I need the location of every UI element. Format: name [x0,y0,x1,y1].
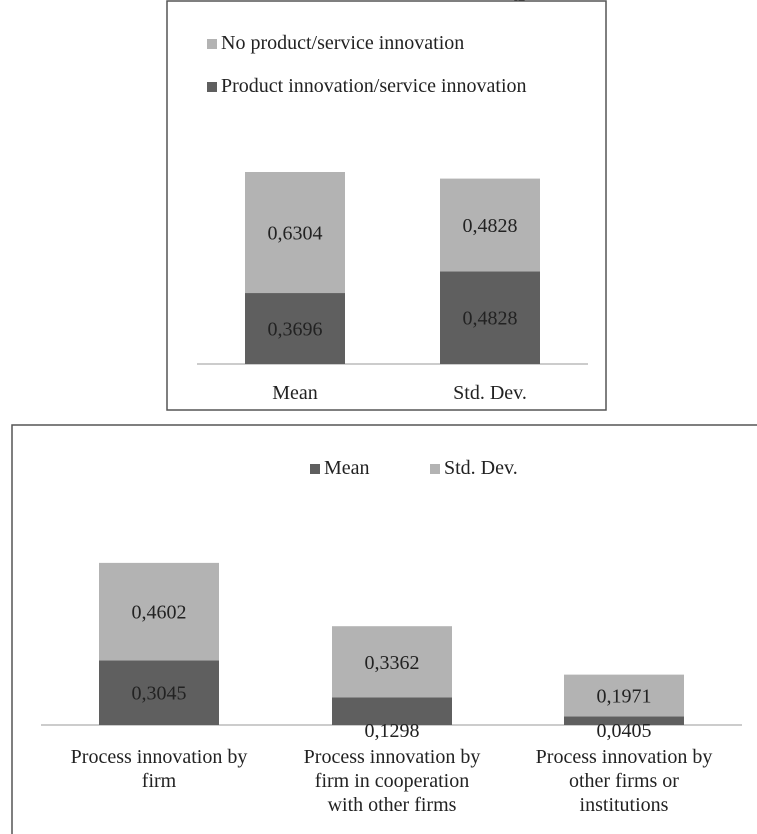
data-label: 0,6304 [268,223,323,245]
x-tick-label: with other firms [328,794,457,816]
legend-swatch [310,464,320,474]
bar-segment [245,172,345,294]
x-tick-label: Std. Dev. [453,382,527,404]
legend-label: Std. Dev. [444,457,518,479]
x-tick-label: Process innovation by [536,746,713,768]
x-tick-label: institutions [580,794,669,816]
data-label: 0,4828 [463,215,518,237]
data-label: 0,3362 [365,652,420,674]
data-label: 0,3696 [268,319,323,341]
bar-segment [99,562,219,661]
legend-label: Mean [324,457,370,479]
bar-segment [564,716,684,725]
chart-1-plot: 0,3696 0,6304 Mean 0,4828 0,4828 Std. Dev. [197,172,588,404]
x-tick-label: other firms or [569,770,679,792]
legend-label: No product/service innovation [221,32,464,54]
bar-segment [564,674,684,717]
legend-label: Product innovation/service innovation [221,75,527,97]
chart-1-frame [166,0,607,411]
chart-2-legend: Mean Std. Dev. [310,457,518,479]
data-label: 0,1971 [597,686,652,708]
legend-swatch [207,39,217,49]
data-label: 0,4602 [132,602,187,624]
x-tick-label: Process innovation by [71,746,248,768]
data-label: 0,3045 [132,683,187,705]
x-tick-label: firm in cooperation [315,770,469,792]
bar-segment [440,271,540,364]
bar-segment [99,660,219,725]
chart-2: Mean Std. Dev. 0,3045 0,4602 Process innova… [11,424,757,834]
x-tick-label: Mean [272,382,318,404]
bar-segment [332,697,452,725]
legend-swatch [430,464,440,474]
chart-2-frame [11,424,757,834]
data-label: 0,1298 [365,720,420,742]
data-label: 0,0405 [597,720,652,742]
chart-1-legend: No product/service innovation Product inn… [207,32,527,97]
x-tick-label: firm [142,770,177,792]
x-tick-label: Process innovation by [304,746,481,768]
bar-segment [332,626,452,698]
bar-segment [245,293,345,364]
data-label: 0,4828 [463,308,518,330]
chart-1: No product/service innovation Product inn… [166,0,607,411]
bar-segment [440,178,540,272]
legend-swatch [207,82,217,92]
